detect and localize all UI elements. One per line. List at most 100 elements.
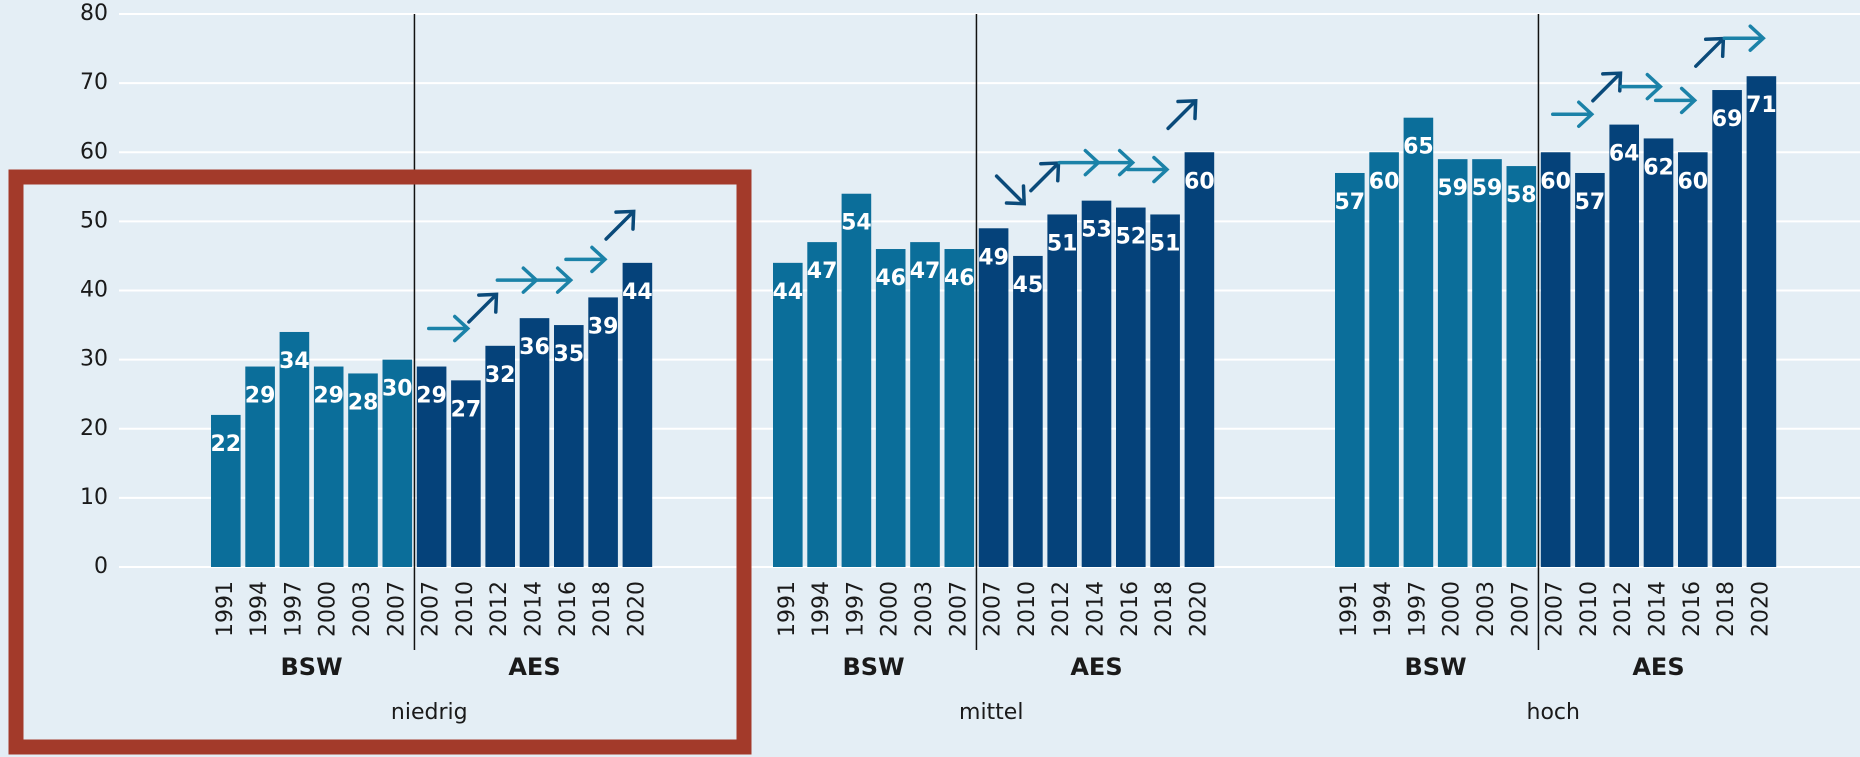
trend-arrow: [1126, 155, 1170, 184]
bar: [1506, 166, 1537, 567]
value-label: 60: [1540, 169, 1571, 194]
y-tick-label: 80: [80, 1, 108, 26]
trend-arrow: [564, 245, 608, 274]
bar: [1575, 172, 1605, 568]
value-label: 46: [944, 266, 975, 291]
value-label: 22: [210, 432, 241, 457]
trend-arrow-part: [477, 292, 499, 314]
x-tick-label: 2020: [624, 581, 649, 637]
bar: [1013, 255, 1043, 567]
value-label: 47: [807, 259, 838, 284]
bar: [1437, 159, 1468, 567]
bar: [773, 262, 803, 567]
bar: [1472, 159, 1502, 567]
period-label: AES: [508, 653, 560, 681]
trend-arrow: [994, 174, 1027, 206]
value-label: 62: [1643, 155, 1674, 180]
x-tick-label: 1994: [809, 581, 834, 637]
x-tick-label: 2010: [1577, 581, 1602, 637]
x-tick-label: 2007: [981, 581, 1006, 637]
bar: [944, 249, 975, 567]
x-tick-label: 2016: [1118, 581, 1143, 637]
bar: [348, 373, 378, 567]
x-tick-label: 1991: [1337, 581, 1362, 637]
value-label: 44: [622, 280, 653, 305]
bar: [1116, 207, 1146, 568]
group-label: niedrig: [391, 700, 468, 725]
x-tick-label: 2014: [1084, 581, 1109, 637]
highlight-box: [8, 169, 752, 755]
x-tick-label: 2012: [1049, 581, 1074, 637]
x-tick-label: 2014: [1646, 581, 1671, 637]
y-tick-label: 10: [80, 485, 108, 510]
bar: [910, 242, 940, 568]
value-label: 29: [416, 384, 447, 409]
value-label: 35: [553, 342, 584, 367]
x-tick-label: 2018: [1152, 581, 1177, 637]
trend-arrow: [467, 292, 499, 324]
period-label: AES: [1632, 653, 1684, 681]
x-tick-label: 2010: [453, 581, 478, 637]
value-label: 65: [1403, 135, 1434, 160]
bar: [313, 366, 344, 567]
bar: [416, 366, 447, 567]
x-tick-label: 1994: [247, 581, 272, 637]
value-label: 54: [841, 211, 872, 236]
period-label: AES: [1070, 653, 1122, 681]
value-label: 49: [978, 245, 1009, 270]
value-label: 69: [1712, 107, 1743, 132]
x-tick-label: 2000: [878, 581, 903, 637]
x-tick-label: 2010: [1015, 581, 1040, 637]
trend-arrow: [1653, 86, 1698, 115]
bar: [1047, 214, 1077, 567]
value-label: 60: [1677, 169, 1708, 194]
trend-arrow-part: [604, 210, 635, 241]
x-tick-label: 2007: [419, 581, 444, 637]
trend-arrow: [529, 266, 574, 294]
x-tick-label: 2020: [1186, 581, 1211, 637]
bar: [1712, 90, 1742, 567]
bar: [1540, 152, 1571, 567]
value-label: 71: [1746, 93, 1777, 118]
x-tick-label: 2000: [1440, 581, 1465, 637]
y-tick-label: 30: [80, 347, 108, 372]
bar: [1081, 200, 1112, 567]
trend-arrow-part: [1645, 72, 1663, 101]
x-tick-label: 2012: [487, 581, 512, 637]
bar: [875, 249, 906, 567]
period-label: BSW: [843, 653, 905, 681]
value-label: 53: [1081, 218, 1112, 243]
x-tick-label: 2016: [556, 581, 581, 637]
x-tick-label: 2018: [590, 581, 615, 637]
x-tick-label: 2003: [1474, 581, 1499, 637]
bar: [554, 325, 584, 567]
y-tick-label: 60: [80, 139, 108, 164]
value-label: 34: [279, 349, 310, 374]
bar: [1150, 214, 1180, 567]
group-label: mittel: [959, 700, 1023, 725]
trend-arrow: [1166, 98, 1198, 131]
bar: [978, 228, 1009, 567]
value-label: 57: [1334, 190, 1365, 215]
bar: [1335, 172, 1365, 568]
bar: [382, 359, 413, 567]
x-tick-label: 2007: [1543, 581, 1568, 637]
bar: [1678, 152, 1708, 567]
trend-arrow-part: [1004, 184, 1027, 206]
x-tick-label: 1997: [1405, 581, 1430, 637]
x-tick-label: 2016: [1680, 581, 1705, 637]
y-tick-label: 20: [80, 416, 108, 441]
bar: [1403, 117, 1434, 567]
trend-arrow: [1551, 100, 1595, 128]
trend-arrow-part: [1029, 161, 1060, 193]
trend-arrow-part: [1166, 99, 1197, 131]
value-label: 57: [1575, 190, 1606, 215]
trend-arrow-part: [590, 245, 608, 274]
value-label: 27: [451, 397, 482, 422]
bar: [1609, 124, 1639, 567]
trend-arrow-part: [1679, 86, 1698, 115]
trend-arrow-part: [1117, 148, 1136, 177]
x-tick-label: 2007: [1508, 581, 1533, 637]
value-label: 47: [910, 259, 941, 284]
